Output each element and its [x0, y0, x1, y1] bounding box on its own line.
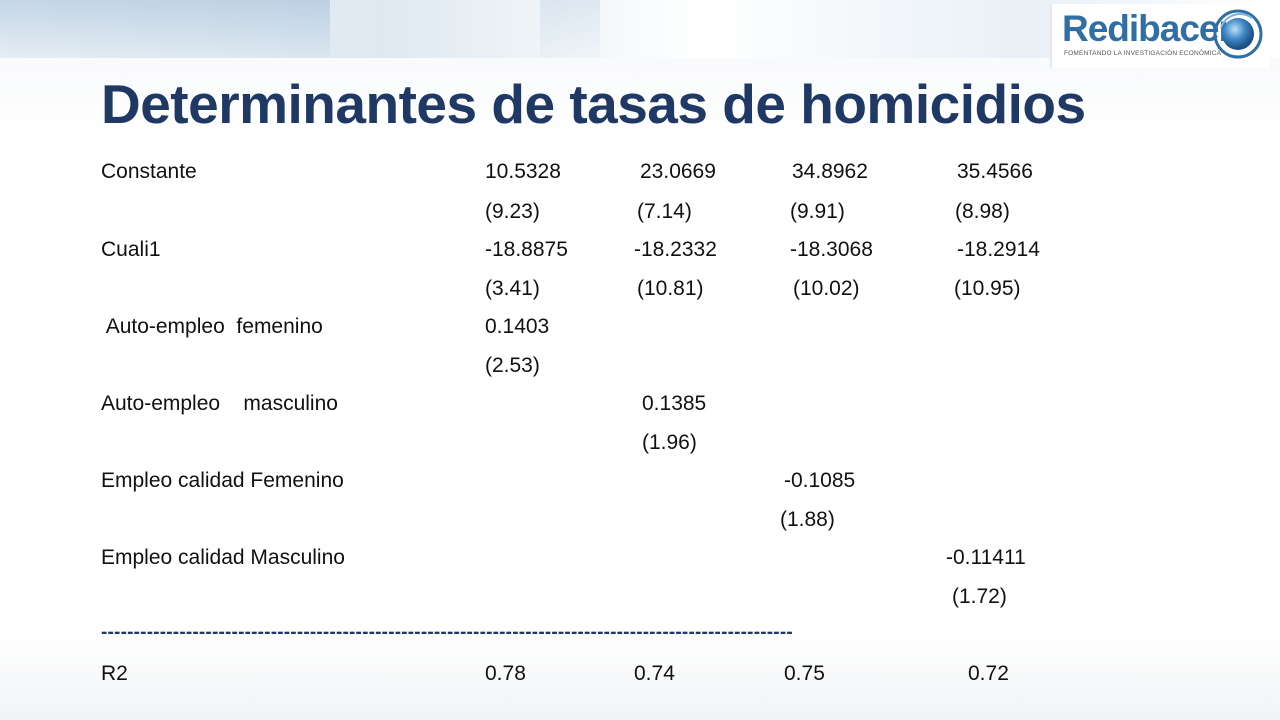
row-label: Auto-empleo femenino — [101, 315, 323, 339]
coef-cell: 23.0669 — [640, 160, 716, 183]
r2-value: 0.74 — [634, 662, 675, 685]
coef-cell: 0.1403 — [485, 315, 550, 338]
logo-name: Redibacen — [1062, 8, 1241, 49]
tstat-cell: (10.95) — [954, 277, 1021, 300]
coef-cell: -18.8875 — [485, 238, 568, 261]
r2-value: 0.78 — [485, 662, 526, 685]
tstat-cell: (9.23) — [485, 200, 540, 223]
tstat-cell: (1.96) — [642, 431, 697, 454]
coef-cell: 34.8962 — [792, 160, 868, 183]
tstat-cell: (2.53) — [485, 354, 540, 377]
logo: Redibacen FOMENTANDO LA INVESTIGACIÓN EC… — [1050, 4, 1270, 68]
row-label: Constante — [101, 160, 197, 183]
tstat-cell: (1.72) — [952, 585, 1007, 608]
coef-cell: 0.1385 — [642, 392, 707, 415]
table-divider: ----------------------------------------… — [101, 622, 793, 643]
coef-cell: -0.11411 — [946, 546, 1026, 569]
row-label: Empleo calidad Masculino — [101, 546, 345, 569]
page-title: Determinantes de tasas de homicidios — [101, 73, 1086, 135]
row-label: Empleo calidad Femenino — [101, 469, 344, 492]
tstat-cell: (8.98) — [955, 200, 1010, 223]
r2-label: R2 — [101, 662, 128, 685]
coef-cell: -18.2914 — [957, 238, 1040, 261]
row-label: Cuali1 — [101, 238, 161, 261]
coef-cell: 35.4566 — [957, 160, 1033, 183]
tstat-cell: (7.14) — [637, 200, 692, 223]
row-label: Auto-empleo masculino — [101, 392, 338, 415]
tstat-cell: (1.88) — [780, 508, 835, 531]
tstat-cell: (3.41) — [485, 277, 540, 300]
header-decoration — [0, 0, 330, 58]
globe-icon — [1212, 8, 1264, 65]
logo-tagline: FOMENTANDO LA INVESTIGACIÓN ECONÓMICA — [1064, 50, 1222, 57]
tstat-cell: (9.91) — [790, 200, 845, 223]
coef-cell: -18.2332 — [634, 238, 717, 261]
tstat-cell: (10.02) — [793, 277, 860, 300]
r2-value: 0.75 — [784, 662, 825, 685]
tstat-cell: (10.81) — [637, 277, 704, 300]
row-label-text: Auto-empleo femenino — [105, 315, 323, 338]
header-decoration — [540, 0, 600, 58]
coef-cell: -18.3068 — [790, 238, 873, 261]
coef-cell: 10.5328 — [485, 160, 561, 183]
r2-value: 0.72 — [968, 662, 1009, 685]
coef-cell: -0.1085 — [784, 469, 856, 492]
